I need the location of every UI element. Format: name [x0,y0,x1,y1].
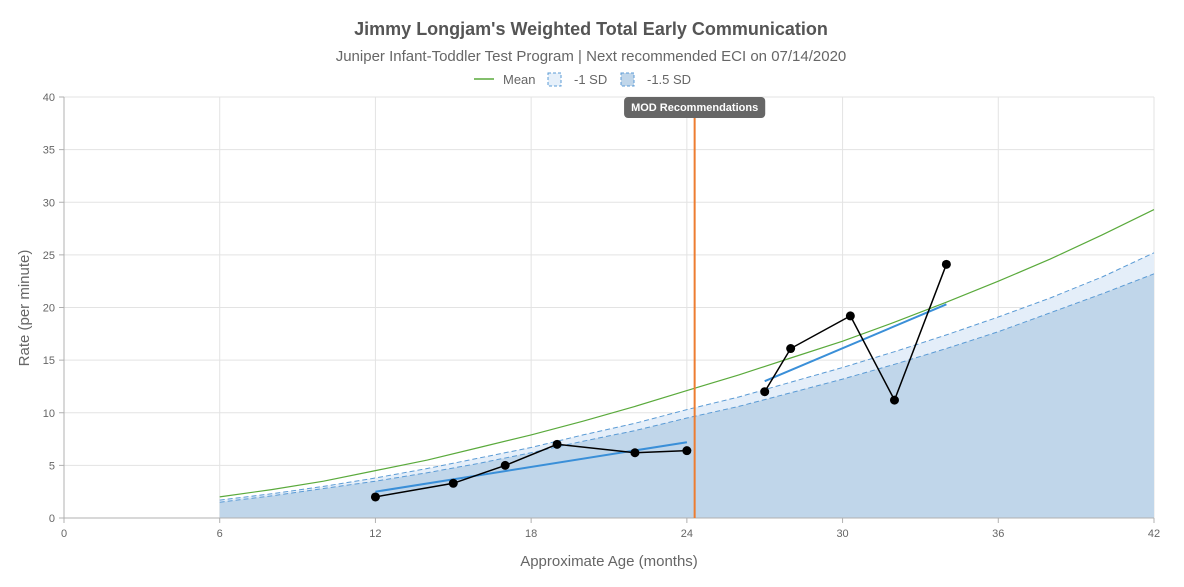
y-tick-label: 25 [43,250,55,262]
x-tick-label: 24 [681,528,693,540]
observation-point[interactable] [682,446,692,456]
observation-point[interactable] [786,344,796,354]
x-tick-label: 30 [836,528,848,540]
observation-point[interactable] [448,478,458,488]
x-tick-label: 6 [217,528,223,540]
legend: Mean -1 SD -1.5 SD [474,72,691,87]
y-tick-labels: 0 5 10 15 20 25 30 35 40 [43,92,64,525]
y-tick-label: 35 [43,145,55,157]
mod-marker-label: MOD Recommendations [631,102,758,114]
y-axis-label: Rate (per minute) [16,250,33,367]
observation-line-1 [375,443,687,498]
mod-marker: MOD Recommendations [624,97,766,518]
legend-sd15-swatch [620,72,635,87]
chart-title: Jimmy Longjam's Weighted Total Early Com… [354,19,828,39]
observation-point[interactable] [941,259,951,269]
x-tick-labels: 0 6 12 18 24 30 36 42 [61,518,1160,540]
chart-subtitle: Juniper Infant-Toddler Test Program | Ne… [336,48,847,65]
x-tick-label: 36 [992,528,1004,540]
observation-point[interactable] [845,311,855,321]
legend-sd1-swatch [547,72,562,87]
x-tick-label: 0 [61,528,67,540]
observation-point[interactable] [370,492,380,502]
y-tick-label: 20 [43,303,55,315]
x-tick-label: 12 [369,528,381,540]
x-tick-label: 18 [525,528,537,540]
sd15-curve [219,273,1155,503]
y-tick-label: 30 [43,197,55,209]
y-tick-label: 15 [43,355,55,367]
y-tick-label: 10 [43,408,55,420]
sd1-curve [219,252,1155,501]
observations [370,259,951,502]
legend-mean-label[interactable]: Mean [503,72,536,87]
observation-point[interactable] [500,460,510,470]
observation-point[interactable] [552,439,562,449]
mean-curve [219,209,1155,498]
y-tick-label: 0 [49,513,55,525]
sd-areas [219,252,1154,518]
y-tick-label: 5 [49,460,55,472]
legend-sd15-label[interactable]: -1.5 SD [647,72,691,87]
mod-marker-label-box [624,97,766,118]
observation-point[interactable] [889,395,899,405]
observation-point[interactable] [630,448,640,458]
trend-line-2 [764,303,947,383]
sd15-area [219,273,1154,518]
x-tick-label: 42 [1148,528,1160,540]
observation-point[interactable] [760,387,770,397]
reference-curves [219,209,1155,503]
y-tick-label: 40 [43,92,55,104]
legend-sd1-label[interactable]: -1 SD [574,72,607,87]
x-axis-label: Approximate Age (months) [520,553,698,570]
